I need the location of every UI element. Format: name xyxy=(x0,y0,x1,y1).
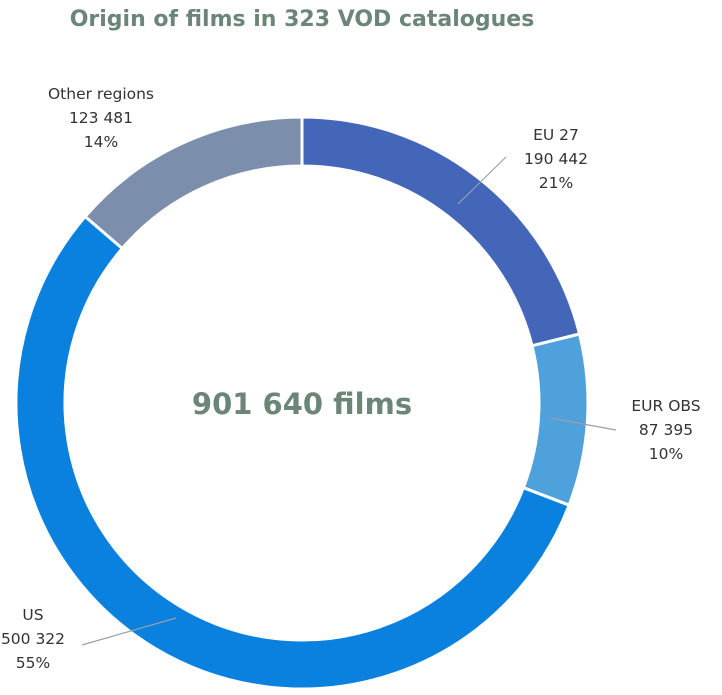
slice-label-eur-obs: EUR OBS 87 395 10% xyxy=(631,397,700,463)
slice-label-eu-27: EU 27 190 442 21% xyxy=(524,126,588,192)
slice-value: 87 395 xyxy=(639,421,693,439)
slice-us xyxy=(14,214,572,691)
slice-label-other-regions: Other regions 123 481 14% xyxy=(48,85,154,151)
slice-name: Other regions xyxy=(48,85,154,103)
slice-value: 500 322 xyxy=(1,630,65,648)
slice-labels: EU 27 190 442 21% EUR OBS 87 395 10% US 500 322… xyxy=(1,85,701,672)
slice-name: EU 27 xyxy=(533,126,579,144)
leader-line-eu-27 xyxy=(457,156,507,205)
slice-value: 123 481 xyxy=(69,109,133,127)
slice-value: 190 442 xyxy=(524,150,588,168)
slice-name: US xyxy=(22,606,43,624)
label-leader-lines xyxy=(81,156,617,646)
slice-other-regions xyxy=(83,115,304,251)
slice-name: EUR OBS xyxy=(631,397,700,415)
slice-percent: 14% xyxy=(84,133,118,151)
center-total-label: 901 640 films xyxy=(192,387,412,421)
slice-percent: 10% xyxy=(649,445,683,463)
slice-percent: 55% xyxy=(16,654,50,672)
donut-slices xyxy=(14,115,590,691)
leader-line-us xyxy=(81,617,177,646)
leader-line-eur-obs xyxy=(549,417,617,431)
slice-percent: 21% xyxy=(539,174,573,192)
slice-label-us: US 500 322 55% xyxy=(1,606,65,672)
chart-title: Origin of films in 323 VOD catalogues xyxy=(70,7,535,32)
